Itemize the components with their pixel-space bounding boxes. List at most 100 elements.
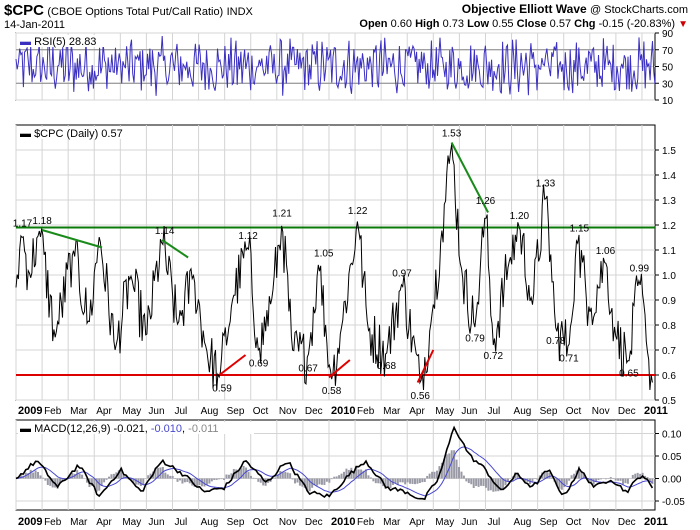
rsi-legend: ▬ RSI(5) 28.83 (20, 36, 96, 48)
chg-value: -0.15 (-20.83%) (598, 18, 676, 30)
macd-histogram-bar (399, 478, 402, 483)
macd-histogram-bar (166, 474, 169, 479)
macd-histogram-bar (335, 476, 338, 479)
high-label: High (415, 18, 440, 30)
price-ytick-label: 1.4 (662, 171, 676, 182)
x-axis-label: May (435, 517, 454, 528)
macd-histogram-bar (316, 478, 319, 486)
macd-histogram-bar (81, 474, 84, 479)
price-annotation: 1.18 (32, 216, 52, 227)
macd-histogram-bar (595, 478, 598, 482)
macd-histogram-bar (636, 472, 639, 479)
macd-histogram-bar (213, 478, 216, 481)
macd-histogram-bar (142, 478, 145, 485)
macd-histogram-bar (161, 466, 164, 479)
x-axis-label: Jun (148, 406, 164, 417)
trendline (161, 239, 189, 259)
macd-histogram-bar (98, 478, 101, 491)
macd-histogram-bar (196, 478, 199, 487)
price-ytick-label: 1.1 (662, 246, 676, 257)
x-axis-label: Sep (227, 517, 245, 528)
macd-histogram-bar (450, 450, 453, 479)
macd-legend-part: ▬ (20, 423, 34, 435)
macd-histogram-bar (93, 478, 96, 488)
macd-histogram-bar (389, 478, 392, 488)
x-axis-label: Nov (592, 406, 610, 417)
macd-histogram-bar (85, 478, 88, 483)
macd-histogram-bar (210, 478, 213, 482)
macd-histogram-bar (472, 478, 475, 488)
macd-histogram-bar (568, 478, 571, 481)
macd-histogram-bar (147, 475, 150, 479)
macd-histogram-bar (411, 478, 414, 484)
price-legend-part: $CPC (Daily) 0.57 (34, 128, 123, 140)
macd-histogram-bar (401, 478, 404, 483)
credit-source: @ StockCharts.com (590, 4, 688, 16)
macd-histogram-bar (433, 471, 436, 479)
macd-histogram-bar (156, 467, 159, 479)
x-axis-label: Feb (357, 406, 375, 417)
price-annotation: 0.65 (619, 369, 639, 380)
macd-histogram-bar (462, 475, 465, 479)
macd-histogram-bar (506, 478, 509, 482)
x-axis-label: Sep (540, 517, 558, 528)
macd-histogram-bar (614, 478, 617, 481)
macd-histogram-bar (580, 471, 583, 479)
x-axis-label: Dec (618, 517, 636, 528)
macd-histogram-bar (61, 478, 64, 482)
macd-histogram-bar (237, 469, 240, 479)
x-axis-label: Jun (461, 406, 477, 417)
macd-histogram-bar (181, 478, 184, 484)
macd-histogram-bar (387, 478, 390, 487)
macd-histogram-bar (100, 478, 103, 487)
gridlines (15, 32, 655, 510)
macd-histogram-bar (484, 478, 487, 488)
rsi-legend-part: RSI(5) 28.83 (34, 36, 96, 48)
macd-histogram-bar (597, 478, 600, 481)
rsi-legend-part: ▬ (20, 36, 34, 48)
macd-histogram-bar (296, 478, 299, 483)
macd-histogram-bar (617, 478, 620, 481)
macd-histogram-bar (120, 468, 123, 479)
macd-histogram-bar (524, 478, 527, 482)
macd-histogram-bar (379, 478, 382, 484)
x-axis-label: Aug (201, 517, 219, 528)
macd-histogram-bar (499, 478, 502, 491)
macd-histogram-bar (51, 478, 54, 488)
macd-histogram-bar (345, 468, 348, 479)
macd-histogram-bar (453, 450, 456, 479)
macd-histogram-bar (443, 458, 446, 479)
macd-histogram-bar (455, 459, 458, 479)
macd-histogram-bar (573, 473, 576, 479)
macd-histogram-bar (570, 475, 573, 479)
macd-histogram-bar (90, 478, 93, 486)
x-axis-label: Jul (487, 517, 500, 528)
x-axis-label: Jul (487, 406, 500, 417)
macd-histogram-bar (32, 472, 35, 479)
price-annotation: 0.71 (559, 354, 579, 365)
chart-credit: Objective Elliott Wave @ StockCharts.com (462, 2, 688, 16)
macd-histogram-bar (543, 471, 546, 479)
macd-histogram-bar (604, 478, 607, 480)
macd-ytick-label: 0.10 (662, 430, 682, 441)
macd-histogram-bar (367, 475, 370, 479)
panel-frames (15, 32, 656, 511)
macd-histogram-bar (357, 469, 360, 479)
macd-histogram-bar (626, 478, 629, 484)
macd-histogram-bar (502, 478, 505, 489)
macd-histogram-bar (169, 475, 172, 479)
macd-histogram-bar (338, 475, 341, 479)
x-axis-label: Nov (592, 517, 610, 528)
macd-histogram-bar (286, 472, 289, 479)
macd-histogram-bar (176, 478, 179, 482)
price-ytick-label: 1.5 (662, 146, 676, 157)
price-legend-bg (18, 127, 140, 139)
macd-histogram-bar (218, 478, 221, 480)
x-axis-label: 2011 (644, 405, 668, 417)
price-annotation: 1.05 (314, 249, 334, 260)
price-annotation: 0.58 (322, 386, 342, 397)
macd-histogram-bar (492, 478, 495, 492)
macd-histogram-bar (648, 478, 651, 481)
price-ytick-label: 0.5 (662, 396, 676, 407)
